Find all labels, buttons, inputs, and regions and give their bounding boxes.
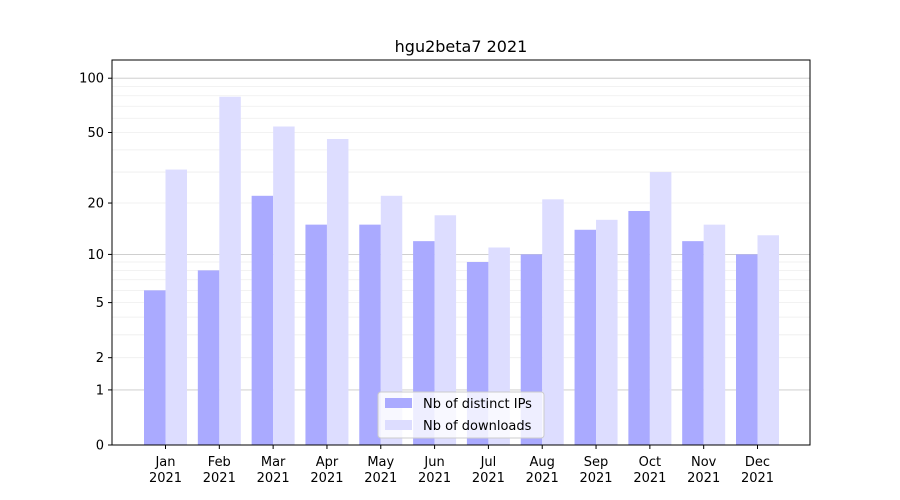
legend-label-ips: Nb of distinct IPs (423, 397, 532, 412)
bar-downloads-3 (326, 139, 349, 445)
x-tick-label: 2021 (526, 471, 559, 486)
bar-ips-10 (682, 241, 704, 445)
x-tick-label: 2021 (149, 471, 182, 486)
y-tick-label: 1 (96, 383, 104, 398)
legend: Nb of distinct IPs Nb of downloads (377, 391, 545, 439)
bar-ips-3 (305, 224, 327, 445)
y-tick-label: 2 (96, 351, 104, 366)
bar-downloads-2 (273, 126, 295, 446)
x-tick-label: 2021 (364, 471, 397, 486)
plot-frame (111, 59, 811, 446)
x-tick-label: 2021 (310, 471, 343, 486)
x-tick-label: 2021 (472, 471, 505, 486)
x-tick-label: Jan (154, 455, 175, 470)
x-tick-label: 2021 (579, 471, 612, 486)
x-tick-label: 2021 (687, 471, 720, 486)
bar-ips-8 (574, 229, 597, 445)
y-tick-label: 0 (96, 439, 104, 454)
x-tick-label: Oct (639, 455, 661, 470)
x-tick-label: Aug (530, 455, 555, 470)
bar-ips-0 (144, 290, 166, 445)
bar-downloads-10 (703, 224, 726, 445)
bar-ips-9 (628, 210, 650, 445)
bar-ips-2 (251, 195, 274, 445)
bar-downloads-1 (219, 96, 241, 446)
y-tick-label: 5 (96, 296, 104, 311)
legend-swatch-ips (385, 398, 412, 408)
bar-ips-4 (359, 224, 381, 445)
bar-downloads-11 (757, 235, 779, 445)
x-tick-label: 2021 (257, 471, 290, 486)
bar-downloads-8 (596, 219, 618, 445)
x-tick-label: May (367, 455, 394, 470)
x-tick-label: Jun (423, 455, 444, 470)
bar-downloads-5 (434, 215, 457, 445)
bar-downloads-0 (165, 169, 187, 445)
bar-downloads-4 (380, 195, 403, 445)
bar-ips-11 (736, 254, 758, 445)
legend-label-downloads: Nb of downloads (423, 419, 532, 434)
legend-swatch-downloads (385, 420, 412, 430)
y-tick-label: 100 (79, 72, 104, 87)
x-tick-label: Mar (261, 455, 286, 470)
x-tick-label: Apr (316, 455, 339, 470)
y-tick-label: 50 (87, 126, 104, 141)
bar-downloads-9 (649, 172, 672, 445)
x-tick-label: 2021 (418, 471, 451, 486)
bar-downloads-7 (542, 199, 564, 445)
x-tick-label: 2021 (741, 471, 774, 486)
x-tick-label: 2021 (633, 471, 666, 486)
x-tick-label: Dec (745, 455, 770, 470)
x-tick-label: Jul (480, 455, 497, 470)
y-tick-label: 10 (87, 248, 104, 263)
chart-title: hgu2beta7 2021 (395, 37, 528, 56)
x-tick-label: Sep (584, 455, 609, 470)
x-tick-label: 2021 (203, 471, 236, 486)
bar-ips-1 (197, 270, 220, 445)
y-tick-label: 20 (87, 197, 104, 212)
x-tick-label: Nov (691, 455, 717, 470)
x-tick-label: Feb (208, 455, 231, 470)
